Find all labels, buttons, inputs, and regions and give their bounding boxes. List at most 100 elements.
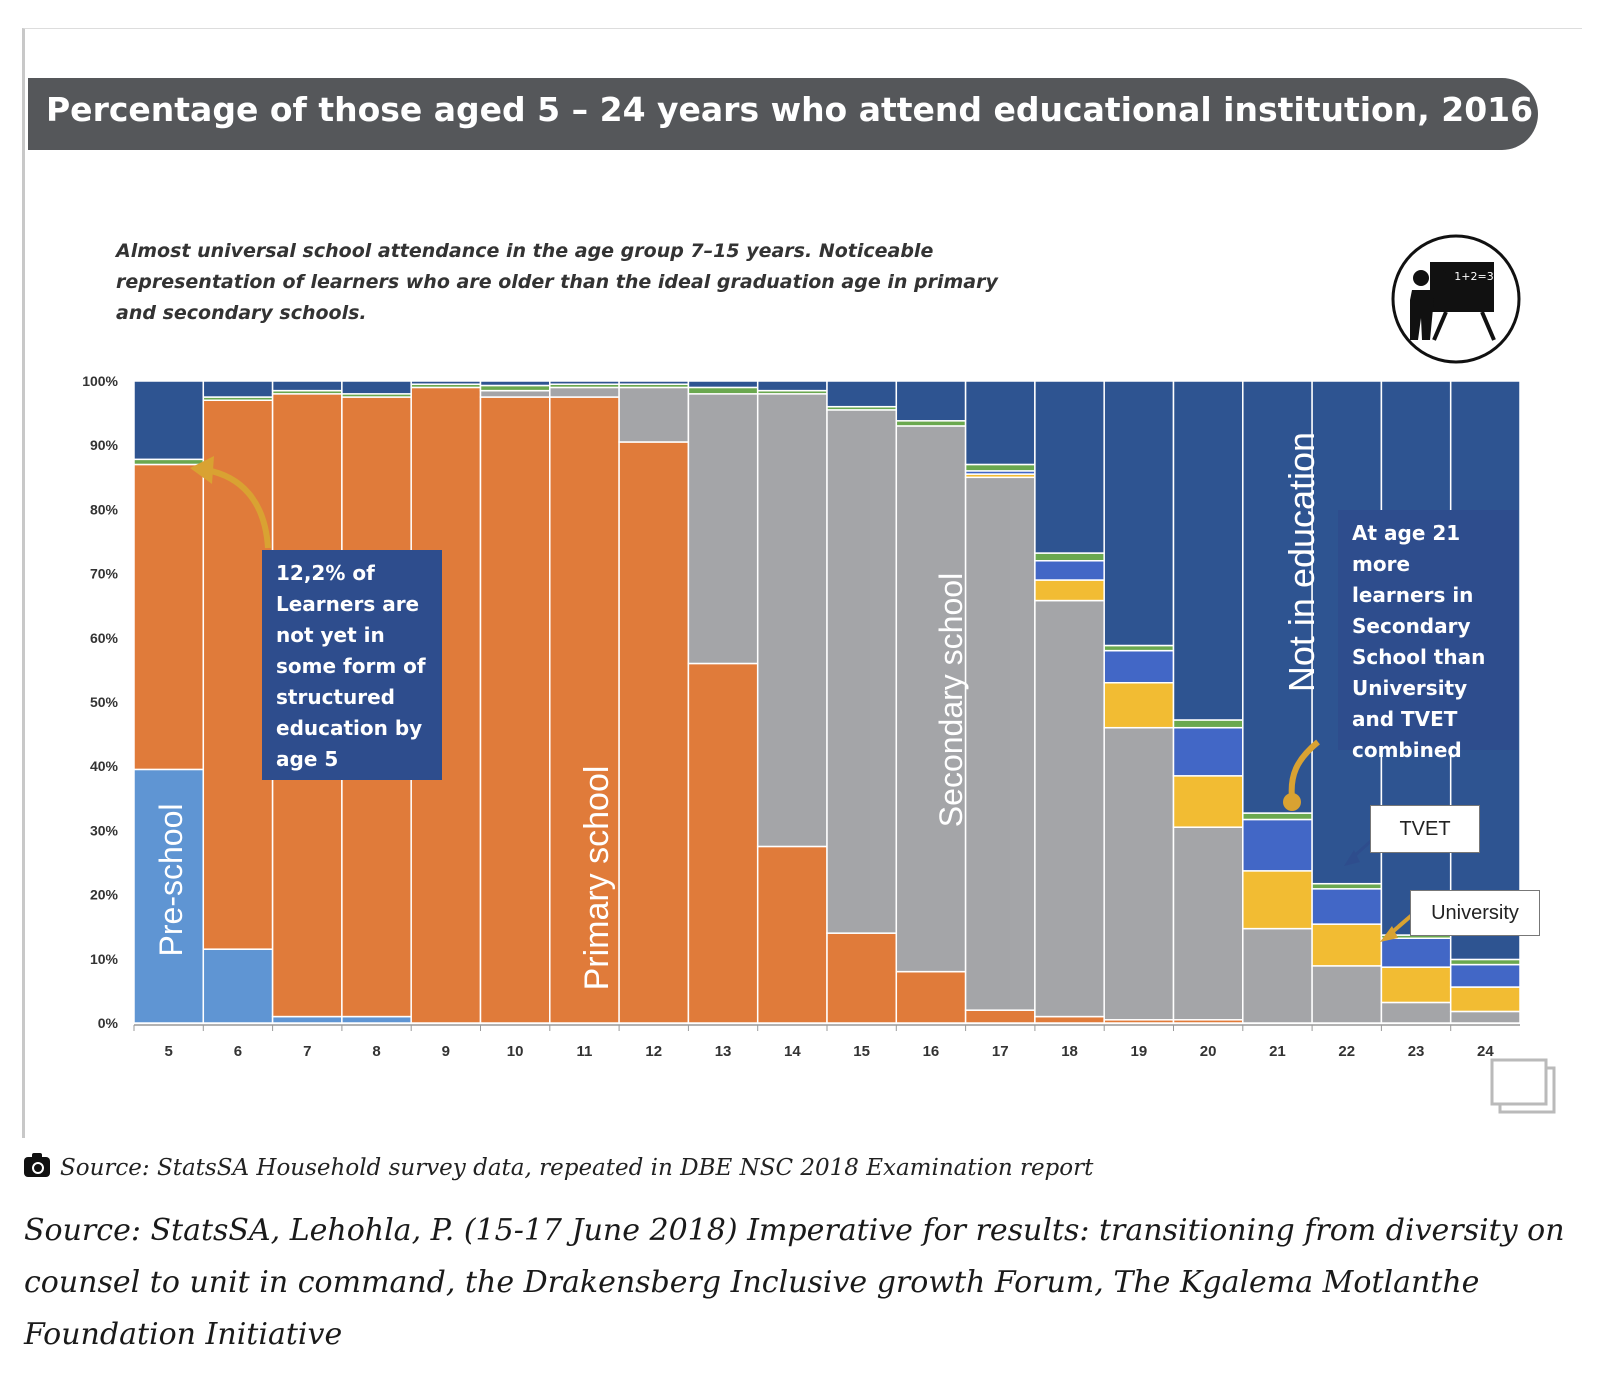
arrows-layer [190, 456, 1414, 942]
bar-segment-age-14-secondary [756, 393, 828, 848]
bar-segment-age-12-secondary [618, 386, 690, 443]
bar-segment-age-13-not_in_education [687, 380, 759, 389]
bar-segment-age-24-university [1449, 986, 1521, 1013]
x-tick-label-19: 19 [1131, 1043, 1148, 1060]
bar-segment-age-11-secondary [549, 386, 620, 398]
chart-subtitle: Almost universal school attendance in th… [116, 240, 998, 324]
bar-segment-age-24-tvet [1449, 963, 1521, 988]
x-tick-label-17: 17 [992, 1043, 1009, 1060]
bar-segment-age-19-tvet [1103, 649, 1175, 684]
bar-segment-age-16-secondary [895, 425, 967, 973]
bar-segment-age-22-secondary [1311, 965, 1383, 1024]
bar-segment-age-10-secondary [479, 389, 551, 398]
axis-layer: 5 6 7 8 9 10 11 12 13 14 15 16 17 18 19 20 21 22 23 24 0% 10%… [82, 373, 1520, 1060]
x-tick-label-7: 7 [303, 1043, 311, 1060]
x-tick-label-20: 20 [1200, 1043, 1217, 1060]
bar-segment-age-7-preschool [271, 1015, 343, 1024]
bar-segment-age-23-university [1380, 966, 1452, 1004]
bar-segment-age-5-primary [133, 463, 205, 771]
preschool-callout: 12,2% of Learners are not yet in some fo… [262, 550, 442, 780]
bar-segment-age-21-tvet [1242, 818, 1313, 872]
bar-segment-age-17-not_in_education [964, 380, 1036, 466]
y-tick-label-50pct: 50% [90, 694, 119, 710]
bar-segment-age-19-university [1103, 681, 1175, 729]
expand-icon[interactable] [1490, 1058, 1556, 1114]
bar-segment-age-7-not_in_education [271, 380, 343, 392]
preschool-callout-arrowhead [190, 456, 214, 484]
bar-segment-age-13-secondary [687, 393, 759, 665]
age21-callout: At age 21 more learners in Secondary Sch… [1338, 510, 1518, 762]
age21-callout-arrow [1288, 739, 1320, 799]
y-tick-label-90pct: 90% [90, 437, 119, 453]
x-tick-label-18: 18 [1061, 1043, 1078, 1060]
bar-segment-age-20-not_in_education [1172, 380, 1244, 721]
x-tick-label-13: 13 [715, 1043, 732, 1060]
bar-segment-age-10-other [479, 384, 551, 392]
y-tick-label-40pct: 40% [90, 758, 119, 774]
x-tick-label-23: 23 [1408, 1043, 1425, 1060]
bar-segment-age-17-other [964, 463, 1036, 472]
bar-segment-age-18-secondary [1034, 599, 1105, 1018]
bar-segment-age-8-preschool [341, 1015, 412, 1024]
bar-segment-age-15-not_in_education [826, 380, 898, 408]
y-tick-label-60pct: 60% [90, 630, 119, 646]
band-labels: Pre-school Primary school Secondary scho… [153, 432, 1322, 991]
x-tick-label-12: 12 [645, 1043, 662, 1060]
bar-segment-age-19-secondary [1103, 726, 1175, 1021]
teacher-board-text: 1+2=3 [1454, 270, 1493, 283]
preschool-band-label: Pre-school [153, 804, 189, 957]
camera-icon [24, 1153, 50, 1177]
bar-segment-age-6-preschool [202, 948, 274, 1024]
bar-segment-age-11-not_in_education [549, 380, 620, 385]
bar-segment-age-21-university [1242, 870, 1313, 930]
x-tick-label-14: 14 [784, 1043, 801, 1060]
teacher-icon: 1+2=3 [1391, 234, 1521, 364]
bar-segment-age-21-secondary [1242, 927, 1313, 1024]
bar-segment-age-12-primary [618, 441, 690, 1024]
bar-segment-age-18-tvet [1034, 560, 1105, 581]
bar-segment-age-18-not_in_education [1034, 380, 1105, 554]
x-tick-label-11: 11 [577, 1043, 593, 1060]
bar-segment-age-21-other [1242, 812, 1313, 821]
title-banner [28, 78, 1538, 150]
bar-segment-age-20-tvet [1172, 726, 1244, 777]
y-tick-label-80pct: 80% [90, 501, 119, 517]
y-tick-label-20pct: 20% [90, 887, 119, 903]
x-tick-label-16: 16 [923, 1043, 940, 1060]
source-note: Source: StatsSA, Lehohla, P. (15-17 June… [24, 1213, 1565, 1352]
y-tick-label-0pct: 0% [98, 1015, 119, 1031]
bar-segment-age-23-secondary [1380, 1001, 1452, 1024]
university-label: University [1410, 890, 1540, 936]
bar-segment-age-6-not_in_education [202, 380, 274, 398]
bar-segment-age-6-primary [202, 399, 274, 950]
bar-segment-age-13-primary [687, 662, 759, 1024]
x-tick-label-8: 8 [372, 1043, 380, 1060]
bar-segment-age-15-secondary [826, 409, 898, 934]
bar-segment-age-10-primary [479, 396, 551, 1024]
bar-segment-age-14-primary [756, 845, 828, 1024]
caption-text: Source: StatsSA Household survey data, r… [60, 1155, 1094, 1181]
not-in-education-band-label: Not in education [1281, 432, 1322, 692]
bar-segment-age-21-not_in_education [1242, 380, 1313, 814]
y-tick-label-70pct: 70% [90, 566, 119, 582]
x-tick-label-24: 24 [1477, 1043, 1494, 1060]
bar-segment-age-18-university [1034, 579, 1105, 602]
y-tick-label-30pct: 30% [90, 822, 119, 838]
bar-segment-age-23-tvet [1380, 937, 1452, 968]
bar-segment-age-18-other [1034, 552, 1105, 562]
bar-segment-age-22-tvet [1311, 888, 1383, 925]
x-tick-label-9: 9 [442, 1043, 450, 1060]
bar-segment-age-20-other [1172, 719, 1244, 729]
preschool-callout-arrow [205, 467, 271, 549]
bar-segment-age-16-other [895, 420, 967, 427]
bar-segment-age-15-primary [826, 932, 898, 1024]
primary-band-label: Primary school [578, 766, 616, 991]
bar-segment-age-22-university [1311, 923, 1383, 967]
chart-title: Percentage of those aged 5 – 24 years wh… [46, 90, 1534, 129]
bar-segment-age-12-not_in_education [618, 380, 690, 385]
bar-segment-age-19-not_in_education [1103, 380, 1175, 647]
bar-segment-age-19-other [1103, 644, 1175, 652]
bar-segment-age-9-not_in_education [410, 380, 482, 385]
bar-segment-age-17-secondary [964, 476, 1036, 1011]
bar-segment-age-24-other [1449, 958, 1521, 966]
